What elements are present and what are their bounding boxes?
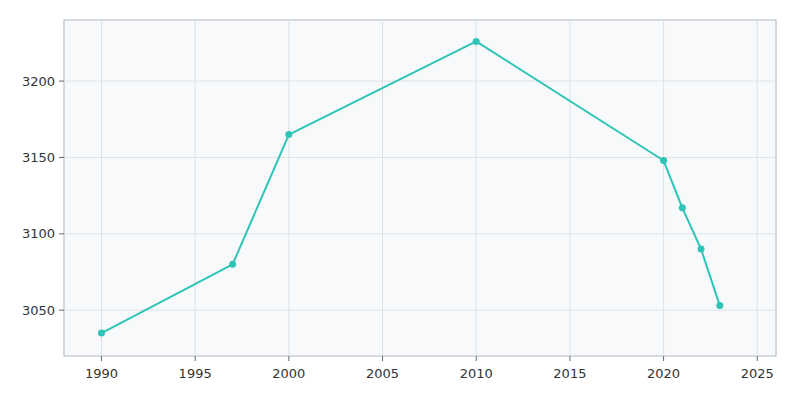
tick-y	[59, 233, 64, 234]
tick-x	[382, 356, 383, 361]
tick-label-x: 2020	[647, 366, 680, 381]
tick-y	[59, 157, 64, 158]
grid-line-x	[288, 20, 289, 356]
series	[98, 38, 723, 337]
grid-line-y	[64, 310, 776, 311]
grid-line-x	[101, 20, 102, 356]
point	[698, 246, 705, 253]
point	[660, 157, 667, 164]
tick-label-x: 2010	[460, 366, 493, 381]
tick-x	[569, 356, 570, 361]
tick-label-x: 1990	[85, 366, 118, 381]
tick-label-x: 1995	[179, 366, 212, 381]
point	[229, 261, 236, 268]
tick-label-x: 2025	[741, 366, 774, 381]
grid-line-x	[663, 20, 664, 356]
grid-line-x	[757, 20, 758, 356]
grid-line-x	[569, 20, 570, 356]
grid-line-x	[476, 20, 477, 356]
chart: 1990 1995 2000 2005 2010 2015 2020 2025 3050 3100…	[0, 0, 800, 400]
grid-line-y	[64, 157, 776, 158]
tick-label-y: 3200	[22, 74, 55, 89]
tick-label-x: 2000	[272, 366, 305, 381]
tick-label-y: 3100	[22, 226, 55, 241]
point	[679, 204, 686, 211]
tick-y	[59, 310, 64, 311]
tick-label-y: 3150	[22, 150, 55, 165]
grid-line-x	[382, 20, 383, 356]
tick-x	[663, 356, 664, 361]
point	[716, 302, 723, 309]
axes: 1990 1995 2000 2005 2010 2015 2020 2025 3050 3100…	[22, 74, 774, 381]
grid-line-y	[64, 81, 776, 82]
tick-x	[101, 356, 102, 361]
chart-container: 1990 1995 2000 2005 2010 2015 2020 2025 3050 3100…	[0, 0, 800, 400]
tick-x	[195, 356, 196, 361]
point	[98, 330, 105, 337]
tick-label-x: 2005	[366, 366, 399, 381]
tick-x	[476, 356, 477, 361]
grid-line-y	[64, 233, 776, 234]
line	[101, 41, 719, 333]
point	[473, 38, 480, 45]
tick-x	[288, 356, 289, 361]
plot-frame	[64, 20, 776, 356]
grid	[64, 20, 776, 356]
tick-y	[59, 81, 64, 82]
tick-label-x: 2015	[553, 366, 586, 381]
point	[285, 131, 292, 138]
grid-line-x	[195, 20, 196, 356]
tick-label-y: 3050	[22, 303, 55, 318]
tick-x	[757, 356, 758, 361]
